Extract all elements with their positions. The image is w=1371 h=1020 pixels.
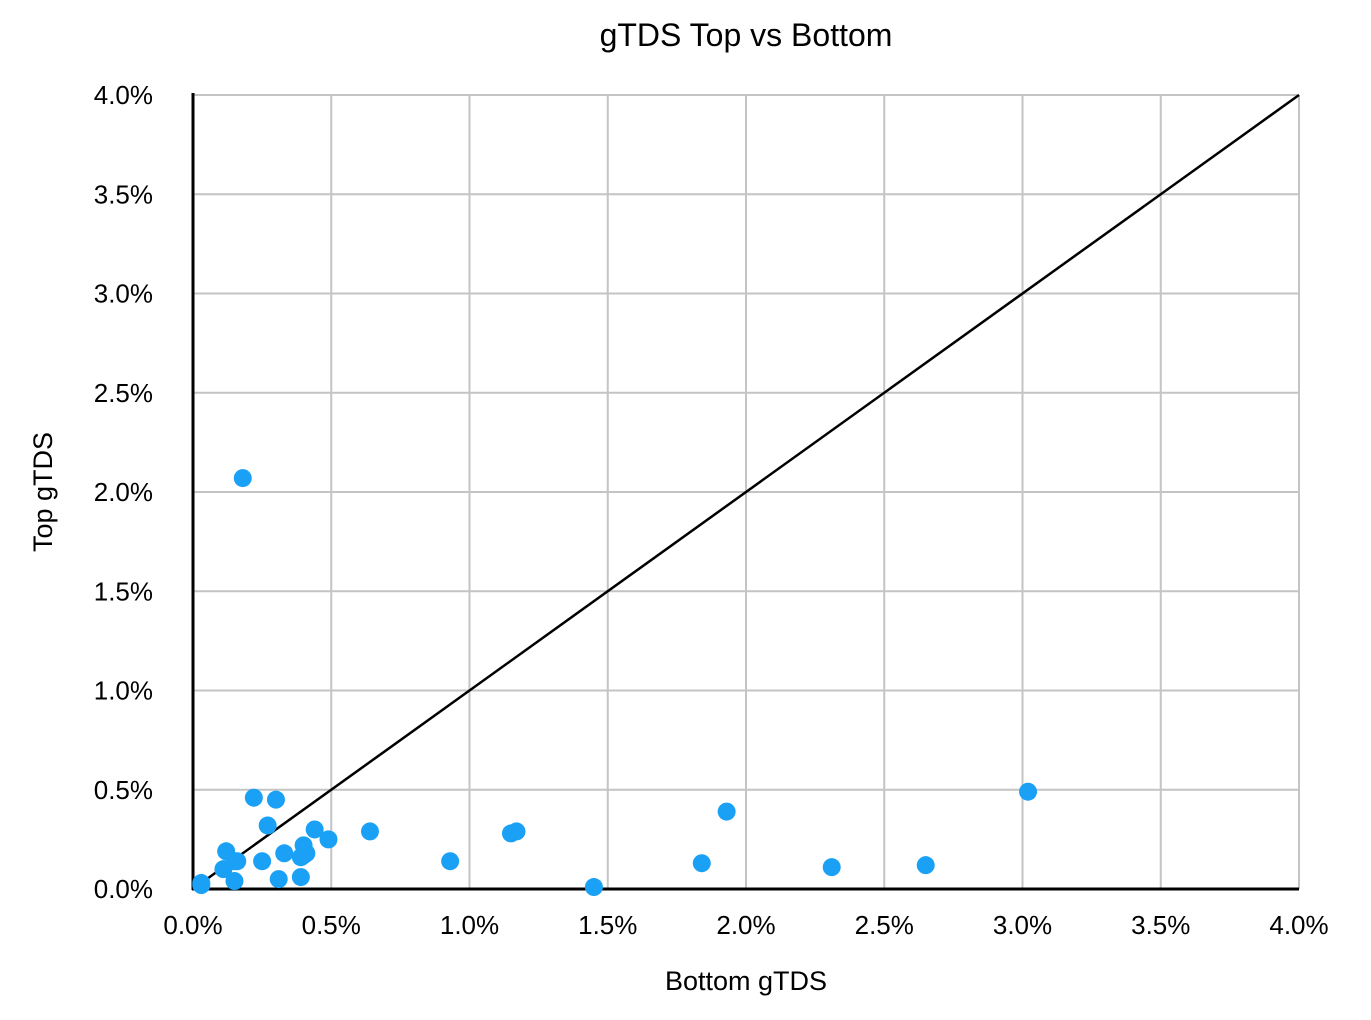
y-tick-labels: 0.0% 0.5% 1.0% 1.5% 2.0% 2.5% 3.0% 3.5% 4.0% (94, 80, 153, 904)
reference-line (200, 93, 1300, 885)
data-point (717, 802, 736, 821)
y-tick-label: 2.5% (94, 378, 153, 408)
data-point (305, 820, 324, 839)
x-tick-label: 3.0% (993, 910, 1052, 940)
y-tick-label: 0.0% (94, 874, 153, 904)
grid-lines (193, 94, 1300, 889)
y-tick-label: 1.0% (94, 676, 153, 706)
data-point (269, 870, 288, 889)
axes (191, 93, 1299, 891)
data-point (228, 852, 247, 871)
y-tick-label: 2.0% (94, 477, 153, 507)
y-tick-label: 1.5% (94, 576, 153, 606)
data-point (692, 854, 711, 873)
data-point (297, 844, 316, 863)
y-tick-label: 0.5% (94, 775, 153, 805)
data-point (507, 822, 526, 841)
data-point (244, 788, 263, 807)
x-tick-label: 1.5% (578, 910, 637, 940)
x-tick-label: 4.0% (1269, 910, 1328, 940)
data-point (291, 868, 310, 887)
data-point (360, 822, 379, 841)
y-tick-label: 3.5% (94, 179, 153, 209)
data-point (266, 790, 285, 809)
data-point (253, 852, 272, 871)
x-tick-label: 1.0% (440, 910, 499, 940)
data-point (258, 816, 277, 835)
data-point (319, 830, 338, 849)
data-point (233, 469, 252, 488)
data-point (916, 856, 935, 875)
x-axis-label: Bottom gTDS (665, 966, 827, 996)
x-tick-label: 3.5% (1131, 910, 1190, 940)
data-point (584, 878, 603, 897)
y-tick-label: 4.0% (94, 80, 153, 110)
chart-title: gTDS Top vs Bottom (600, 17, 893, 53)
data-point (225, 872, 244, 891)
data-point (1019, 782, 1038, 801)
y-axis-label: Top gTDS (28, 432, 58, 552)
y-tick-label: 3.0% (94, 279, 153, 309)
data-point (441, 852, 460, 871)
data-points (192, 469, 1038, 897)
data-point (192, 874, 211, 893)
data-point (822, 858, 841, 877)
x-tick-label: 0.0% (163, 910, 222, 940)
x-tick-label: 2.0% (716, 910, 775, 940)
data-point (275, 844, 294, 863)
x-tick-label: 2.5% (855, 910, 914, 940)
x-tick-label: 0.5% (302, 910, 361, 940)
reference-line-group (200, 93, 1300, 885)
x-tick-labels: 0.0% 0.5% 1.0% 1.5% 2.0% 2.5% 3.0% 3.5% 4.0% (163, 910, 1328, 940)
